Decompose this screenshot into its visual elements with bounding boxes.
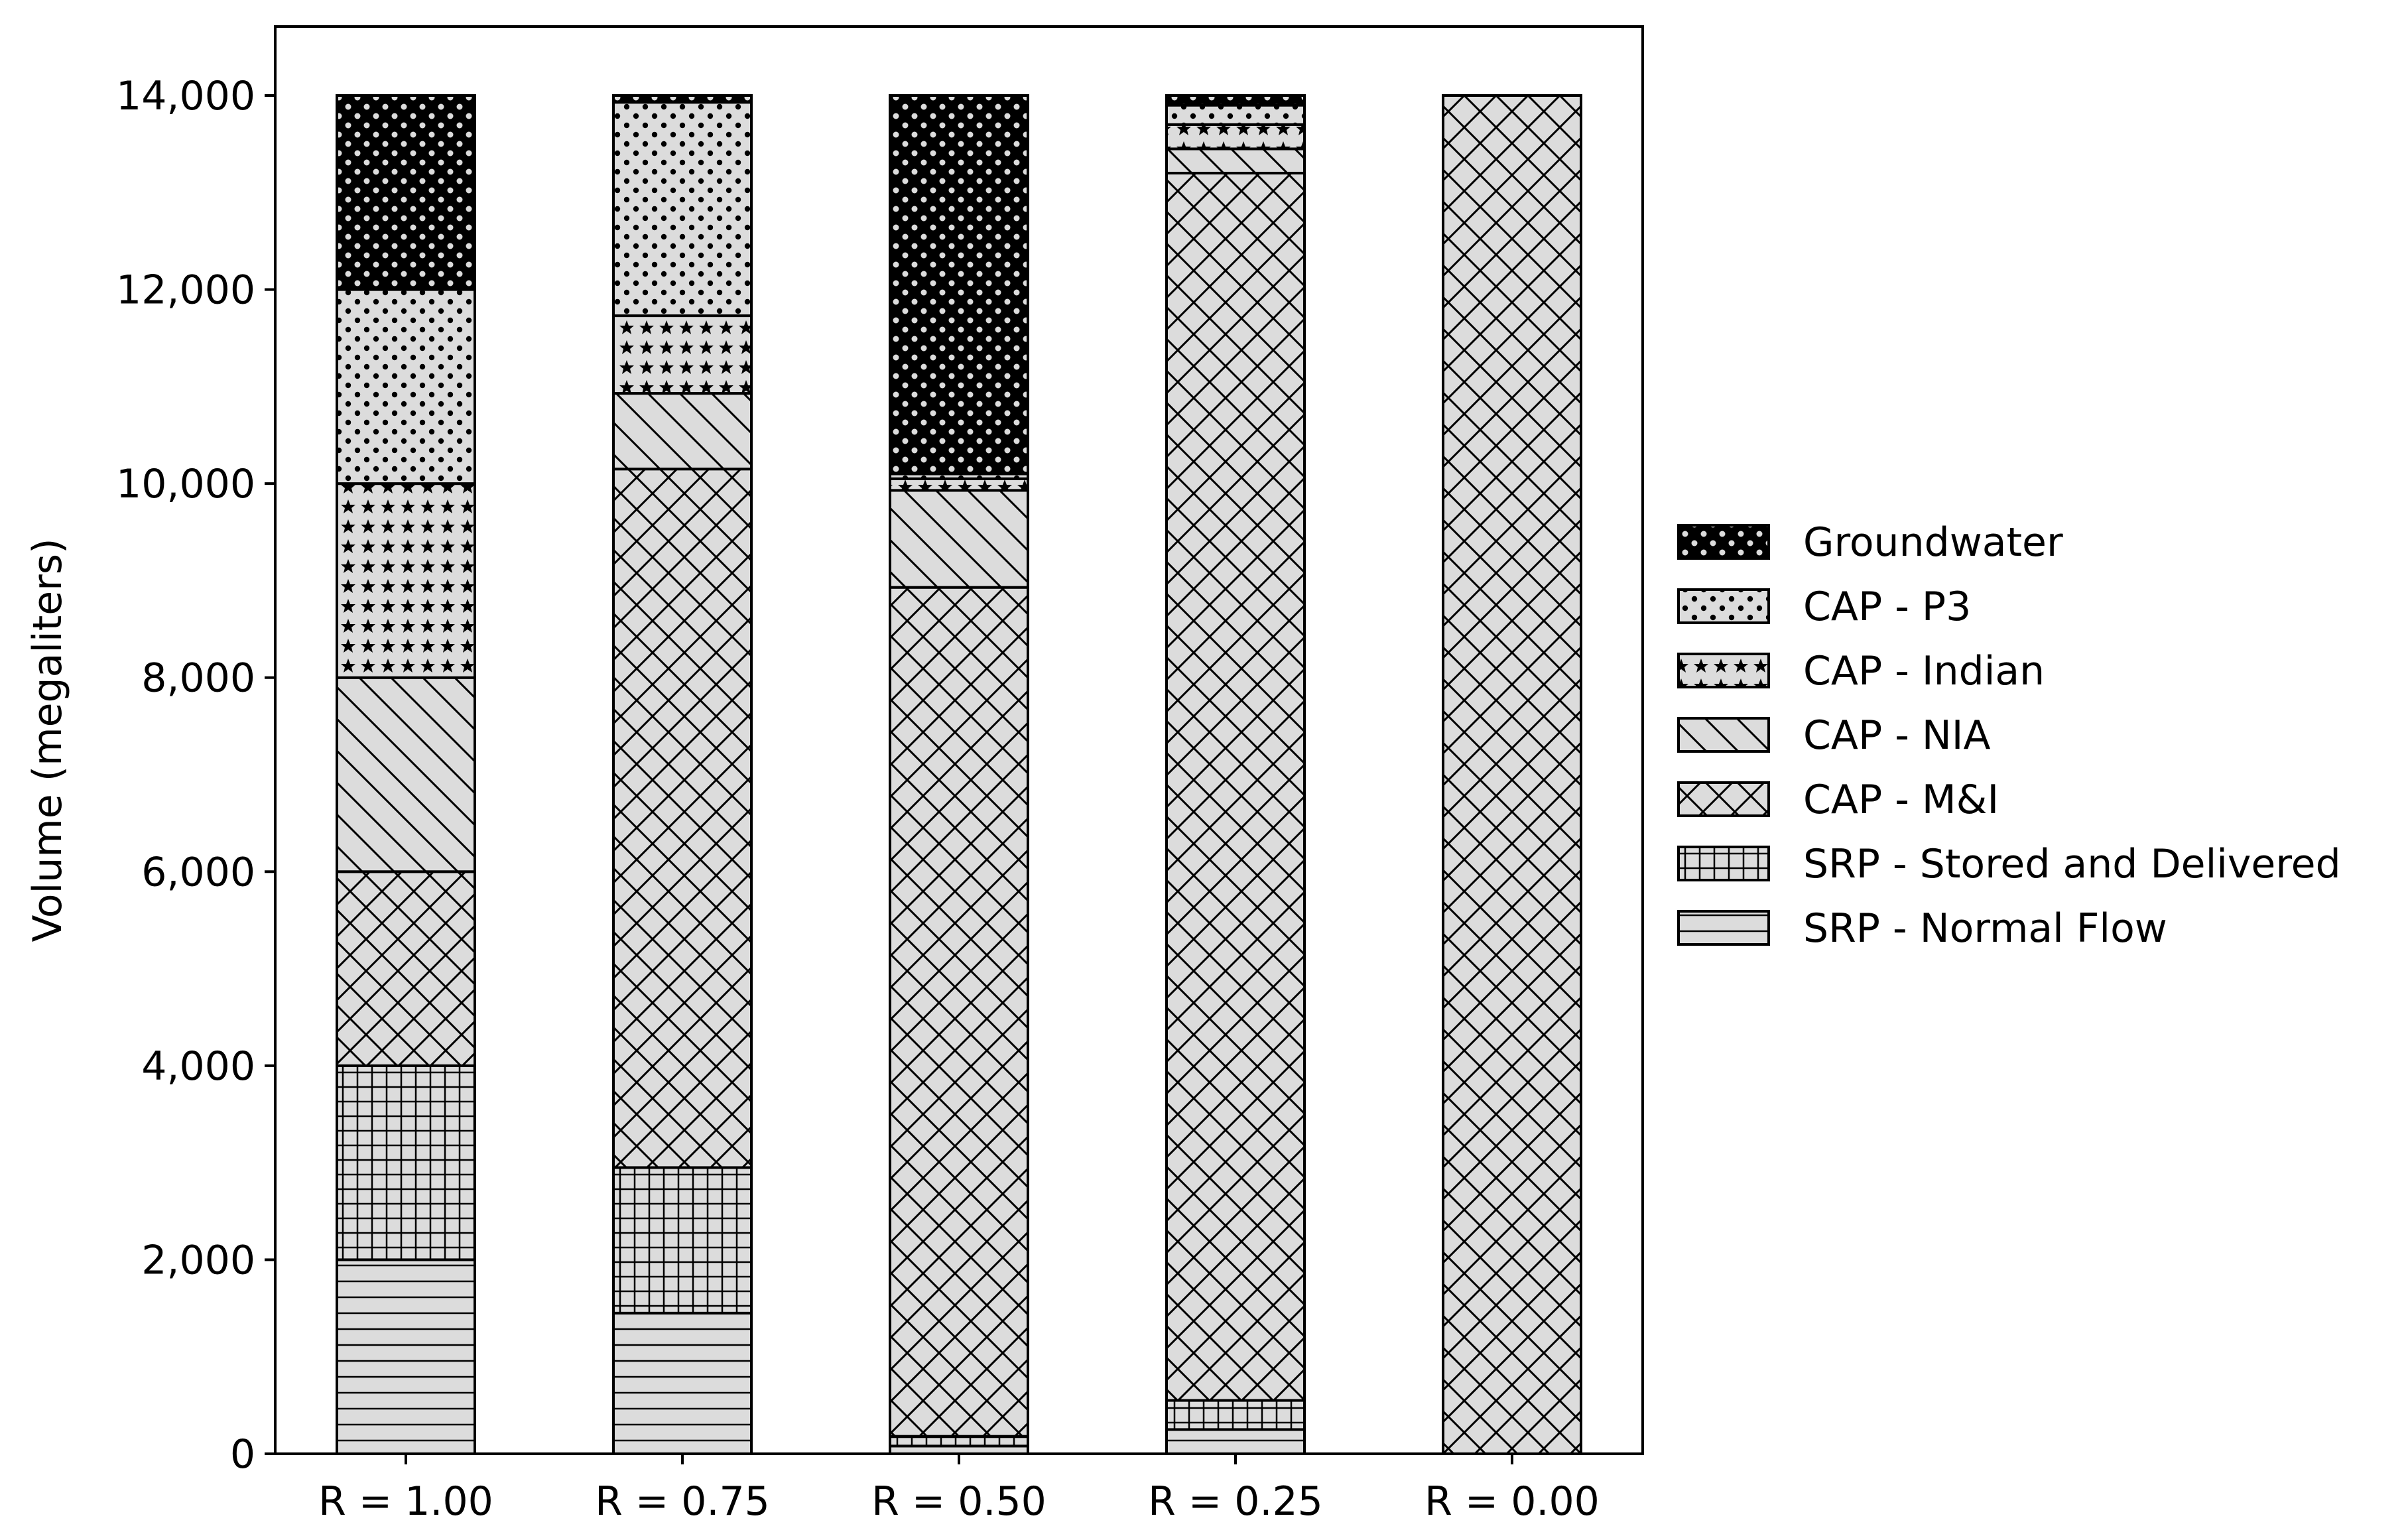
bar-segment [336,288,476,485]
legend-swatch [1677,653,1770,688]
bar-segment [1165,1399,1306,1431]
bar-segment [336,870,476,1067]
x-axis: R = 1.00 R = 0.75 R = 0.50 R = 0.25 R = 0.00 [318,1454,1600,1525]
legend-swatch [1677,524,1770,560]
bar-segment [336,482,476,679]
y-tick-label: 4,000 [141,1043,255,1090]
bar-segment [336,1064,476,1261]
legend-swatch [1677,846,1770,881]
bar-segment [1165,123,1306,151]
bar-segment [336,1258,476,1456]
bar-segment [1442,94,1582,1455]
y-tick-label: 10,000 [116,461,255,507]
y-tick-label: 6,000 [141,849,255,895]
bar-segment [612,392,753,471]
legend-label: CAP - P3 [1803,584,1971,630]
y-axis-label: Volume (megaliters) [25,539,71,942]
y-tick-label: 2,000 [141,1237,255,1283]
bar-segment [889,477,1029,492]
bar-segment [1165,103,1306,126]
legend-label: CAP - NIA [1803,712,1991,759]
bar-segment [612,101,753,318]
y-tick-label: 14,000 [116,73,255,119]
x-tick-label: R = 0.75 [595,1478,770,1525]
x-tick-label: R = 0.25 [1148,1478,1323,1525]
bar-segment [1165,172,1306,1402]
bar-segment [612,1166,753,1315]
legend-swatch [1677,588,1770,624]
legend-label: Groundwater [1803,519,2063,566]
bar-segment [889,1435,1029,1448]
y-tick-label: 8,000 [141,655,255,702]
bar-segment [336,676,476,873]
bar-segment [1165,147,1306,175]
x-tick-label: R = 1.00 [318,1478,493,1525]
bar-segment [612,468,753,1169]
bars-layer [336,94,1582,1456]
bar-segment [1165,94,1306,107]
y-tick-label: 12,000 [116,267,255,314]
legend-label: SRP - Stored and Delivered [1803,841,2341,887]
bar-segment [1165,1428,1306,1455]
y-axis: 0 2,000 4,000 6,000 8,000 10,000 12,000 14,000 [116,73,275,1478]
legend-swatch [1677,717,1770,753]
legend-label: CAP - M&I [1803,777,1999,823]
legend-swatch [1677,910,1770,946]
y-tick-label: 0 [230,1431,255,1478]
legend-label: SRP - Normal Flow [1803,905,2167,952]
x-tick-label: R = 0.50 [871,1478,1046,1525]
bar-segment [889,489,1029,589]
bar-segment [889,94,1029,476]
bar-segment [336,94,476,291]
legend-label: CAP - Indian [1803,648,2045,694]
bar-segment [612,314,753,395]
legend: Groundwater CAP - P3 CAP - Indian CAP - NIA… [1677,519,2341,952]
bar-segment [612,1311,753,1456]
bar-segment [889,586,1029,1438]
bar-segment [612,94,753,104]
x-tick-label: R = 0.00 [1425,1478,1600,1525]
legend-swatch [1677,781,1770,817]
